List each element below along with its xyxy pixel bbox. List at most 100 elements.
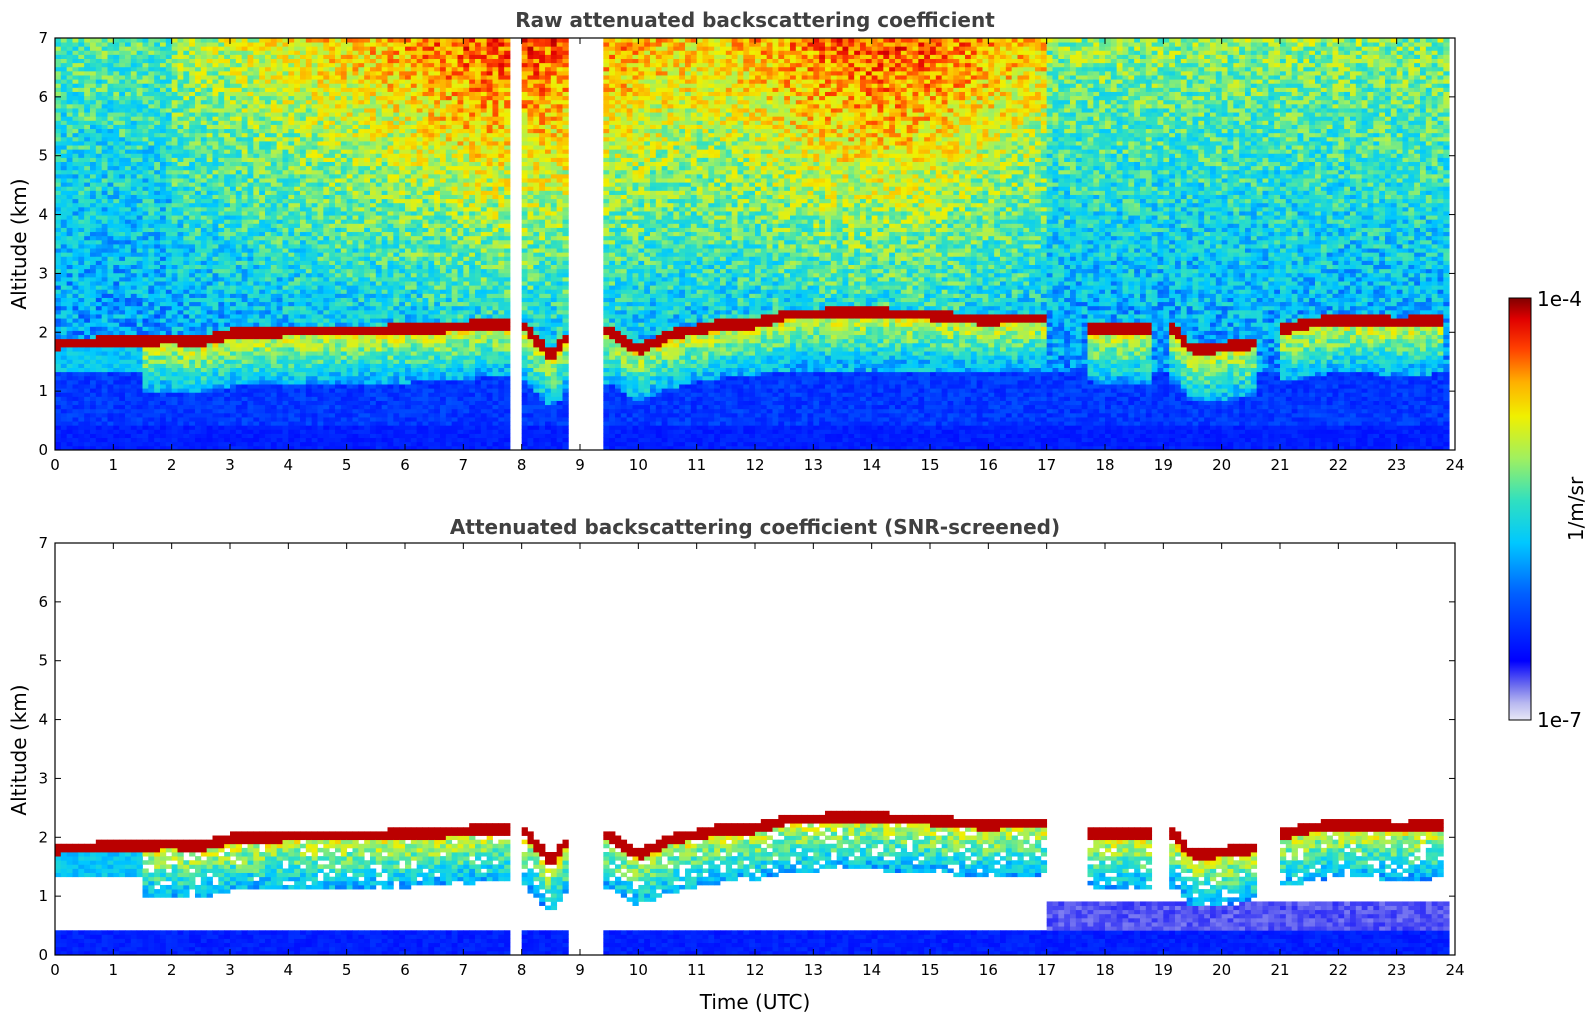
heatmap-cell — [66, 194, 73, 200]
heatmap-cell — [171, 297, 178, 303]
heatmap-cell — [125, 314, 132, 319]
heatmap-cell — [300, 425, 307, 430]
heatmap-cell — [78, 272, 85, 278]
heatmap-cell — [154, 54, 161, 59]
heatmap-cell — [165, 351, 173, 356]
heatmap-cell — [317, 66, 324, 72]
heatmap-cell — [78, 404, 85, 410]
heatmap-cell — [270, 301, 278, 307]
heatmap-cell — [130, 260, 138, 265]
heatmap-cell — [335, 202, 342, 208]
heatmap-cell — [160, 91, 167, 97]
heatmap-cell — [323, 169, 330, 175]
heatmap-cell — [78, 79, 85, 84]
heatmap-cell — [317, 375, 324, 381]
heatmap-cell — [165, 260, 173, 265]
heatmap-cell — [212, 367, 219, 373]
heatmap-cell — [136, 417, 143, 422]
heatmap-cell — [130, 79, 138, 84]
heatmap-cell — [241, 141, 248, 146]
heatmap-cell — [55, 165, 62, 171]
heatmap-cell — [212, 46, 219, 51]
heatmap-cell — [200, 75, 208, 80]
heatmap-cell — [212, 421, 219, 426]
heatmap-cell — [323, 211, 330, 216]
heatmap-cell — [78, 116, 85, 121]
heatmap-cell — [335, 141, 342, 146]
heatmap-cell — [142, 338, 149, 344]
heatmap-cell — [72, 38, 79, 43]
heatmap-cell — [95, 178, 103, 183]
heatmap-cell — [335, 260, 342, 265]
heatmap-cell — [90, 132, 97, 138]
heatmap-cell — [125, 136, 132, 142]
heatmap-cell — [84, 412, 91, 418]
heatmap-cell — [171, 50, 178, 55]
heatmap-cell — [177, 314, 184, 319]
heatmap-cell — [148, 338, 155, 344]
heatmap-cell — [171, 153, 178, 158]
heatmap-cell — [311, 161, 318, 167]
heatmap-cell — [78, 178, 85, 183]
heatmap-cell — [265, 392, 272, 397]
heatmap-cell — [84, 87, 91, 92]
heatmap-cell — [265, 223, 272, 228]
heatmap-cell — [335, 408, 342, 414]
heatmap-cell — [212, 42, 219, 47]
heatmap-cell — [171, 206, 178, 212]
heatmap-cell — [177, 58, 184, 64]
heatmap-cell — [241, 429, 248, 434]
heatmap-cell — [84, 128, 91, 134]
heatmap-cell — [113, 293, 120, 298]
heatmap-cell — [113, 421, 120, 426]
heatmap-cell — [154, 347, 161, 352]
heatmap-cell — [276, 178, 283, 183]
heatmap-cell — [265, 375, 272, 381]
heatmap-cell — [259, 128, 266, 134]
heatmap-cell — [206, 445, 213, 450]
heatmap-cell — [177, 289, 184, 294]
heatmap-cell — [189, 318, 196, 323]
heatmap-cell — [270, 429, 278, 434]
heatmap-cell — [148, 260, 155, 265]
heatmap-cell — [136, 371, 143, 377]
heatmap-cell — [165, 318, 173, 323]
heatmap-cell — [119, 54, 126, 59]
heatmap-cell — [276, 244, 283, 249]
heatmap-cell — [66, 206, 73, 212]
heatmap-cell — [195, 70, 202, 76]
heatmap-cell — [253, 38, 260, 43]
heatmap-cell — [340, 219, 348, 224]
heatmap-cell — [84, 95, 91, 101]
heatmap-cell — [125, 412, 132, 418]
heatmap-cell — [241, 305, 248, 311]
heatmap-cell — [265, 219, 272, 224]
heatmap-cell — [282, 248, 289, 253]
heatmap-cell — [288, 91, 295, 97]
heatmap-cell — [200, 182, 208, 187]
heatmap-cell — [136, 235, 143, 241]
heatmap-cell — [247, 276, 254, 282]
heatmap-cell — [235, 202, 243, 208]
heatmap-cell — [200, 301, 208, 307]
heatmap-cell — [142, 252, 149, 257]
heatmap-cell — [212, 211, 219, 216]
heatmap-cell — [130, 425, 138, 430]
heatmap-cell — [130, 54, 138, 59]
heatmap-cell — [317, 252, 324, 257]
heatmap-cell — [189, 330, 196, 336]
heatmap-cell — [335, 54, 342, 59]
heatmap-cell — [311, 441, 318, 447]
heatmap-cell — [206, 178, 213, 183]
heatmap-cell — [183, 70, 190, 76]
heatmap-cell — [317, 396, 324, 401]
heatmap-cell — [95, 99, 103, 105]
heatmap-cell — [305, 108, 313, 113]
heatmap-cell — [101, 145, 108, 150]
heatmap-cell — [165, 408, 173, 414]
heatmap-cell — [288, 281, 295, 286]
heatmap-cell — [305, 351, 313, 356]
heatmap-cell — [154, 248, 161, 253]
heatmap-cell — [259, 235, 266, 241]
heatmap-cell — [84, 112, 91, 117]
